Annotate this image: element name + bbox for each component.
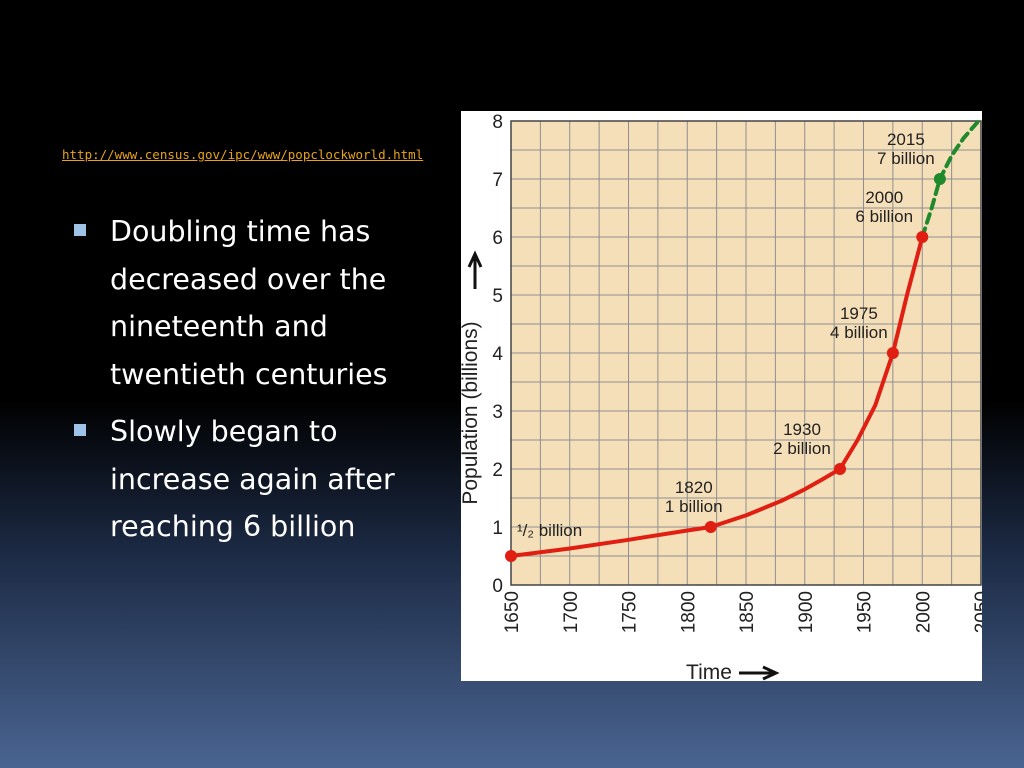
data-point [916,231,929,243]
data-label: 4 billion [830,323,888,342]
y-tick-label: 4 [492,344,503,365]
y-axis-arrow-icon [467,250,483,289]
data-label: 7 billion [877,149,935,168]
data-label: 2000 [865,188,903,207]
data-label: 1930 [783,420,821,439]
x-tick-label: 2050 [972,591,982,633]
source-link[interactable]: http://www.census.gov/ipc/www/popclockwo… [62,147,424,162]
data-label: 2015 [887,130,925,149]
y-axis-label: Population (billions) [461,321,482,504]
data-point [505,550,517,562]
x-tick-label: 1750 [620,591,641,633]
bullet-text: Slowly began to increase again after rea… [110,415,395,543]
bullet-item: Slowly began to increase again after rea… [72,408,452,551]
data-label: 1975 [840,304,878,323]
data-label: 6 billion [855,207,913,226]
bullet-list: Doubling time has decreased over the nin… [72,208,452,561]
y-tick-label: 0 [492,576,503,597]
series-line-history [509,235,925,558]
y-tick-label: 8 [492,112,503,133]
x-tick-label: 1850 [737,591,758,633]
y-tick-label: 7 [492,170,503,191]
data-label: 2 billion [773,439,831,458]
x-tick-label: 1900 [796,591,817,633]
data-point [834,463,846,475]
data-label: ¹/₂ billion [517,521,582,540]
bullet-text: Doubling time has decreased over the nin… [110,215,388,391]
chart-svg: 0 1 2 3 4 5 6 7 8 1650 1700 1750 1800 1850 1900 1950 200… [459,112,993,684]
data-label: 1820 [675,478,713,497]
series-line-projection [920,116,983,239]
x-tick-label: 1800 [678,591,699,633]
x-tick-label: 1650 [502,591,523,633]
square-bullet-icon [74,424,86,436]
data-point [933,173,946,185]
y-tick-label: 1 [492,518,503,539]
x-axis-arrow-icon [739,665,780,681]
y-tick-label: 3 [492,402,503,423]
bullet-item: Doubling time has decreased over the nin… [72,208,452,398]
x-tick-label: 2000 [913,591,934,633]
x-tick-label: 1700 [561,591,582,633]
data-point [704,521,717,533]
x-axis-label: Time [686,661,732,681]
square-bullet-icon [74,224,86,236]
data-point [886,347,899,359]
y-tick-label: 6 [492,228,503,249]
plot-frame [510,120,982,586]
population-chart: 0 1 2 3 4 5 6 7 8 1650 1700 1750 1800 1850 1900 1950 200… [459,111,993,684]
data-label: 1 billion [665,497,723,516]
x-tick-label: 1950 [855,591,876,633]
y-tick-label: 2 [492,460,503,481]
y-tick-label: 5 [492,286,503,307]
